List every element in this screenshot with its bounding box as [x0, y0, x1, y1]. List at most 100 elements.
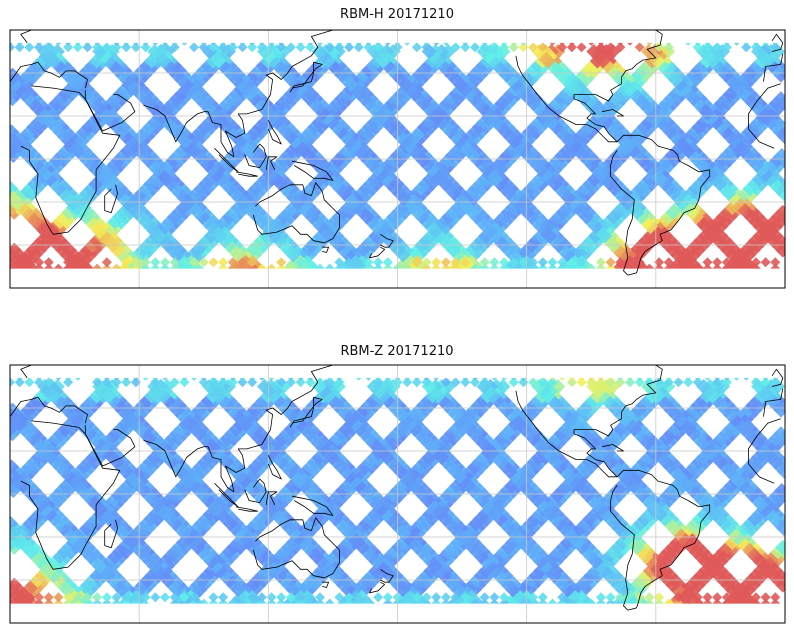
- swath-cell: [92, 42, 103, 53]
- swath-cell: [760, 42, 771, 53]
- swath-cell: [248, 516, 264, 532]
- swath-cell: [208, 42, 219, 53]
- swath-cell: [741, 257, 752, 268]
- swath-cell: [62, 81, 78, 97]
- swath-cell: [101, 257, 112, 268]
- swath-cell: [82, 42, 93, 53]
- swath-cell: [726, 133, 742, 149]
- swath-cell: [189, 42, 200, 53]
- swath-cell: [588, 563, 604, 579]
- swath-cell: [258, 563, 274, 579]
- swath-cell: [712, 42, 723, 53]
- swath-cell: [121, 42, 132, 53]
- swath-cell: [576, 257, 587, 268]
- coastline-java: [235, 171, 258, 177]
- swath-cell: [547, 257, 558, 268]
- swath-cell: [417, 454, 433, 470]
- swath-cell: [14, 257, 25, 268]
- coastline-europe: [20, 30, 784, 82]
- swath-cell: [654, 257, 665, 268]
- swath-cell: [669, 535, 685, 551]
- swath-cell: [470, 42, 480, 53]
- swath-cell: [356, 402, 372, 418]
- swath-cell: [227, 257, 238, 268]
- swath-cell: [230, 535, 246, 551]
- swath-cell: [395, 535, 411, 551]
- coastline-newGuinea: [291, 160, 334, 181]
- swath-cell: [518, 42, 529, 53]
- swath-cell: [557, 257, 568, 268]
- swath-cell: [636, 454, 652, 470]
- swath-cell: [444, 426, 460, 442]
- swath-cell: [605, 42, 616, 53]
- swath-cell: [295, 257, 306, 268]
- swath-cell: [421, 42, 432, 53]
- swath-cell: [353, 42, 364, 53]
- swath-cell: [576, 402, 592, 418]
- swath-cell: [140, 257, 151, 268]
- coastline-medEast: [10, 61, 88, 89]
- swath-cell: [471, 397, 487, 413]
- swath-cell: [508, 257, 519, 268]
- swath-cell: [702, 257, 713, 268]
- swath-cell: [450, 42, 461, 53]
- swath-cell: [175, 535, 191, 551]
- swath-cell: [256, 42, 267, 53]
- swath-cell: [605, 257, 616, 268]
- swath-cell: [198, 257, 209, 268]
- swath-cell: [775, 539, 785, 555]
- swath-cell: [731, 257, 742, 268]
- swath-cell: [633, 516, 649, 532]
- swath-cell: [138, 516, 154, 532]
- swath-cell: [353, 257, 364, 268]
- swath-cell: [295, 42, 306, 53]
- swath-cell: [179, 257, 190, 268]
- swath-cell: [108, 426, 124, 442]
- swath-cell: [498, 426, 514, 442]
- swath-cell: [89, 388, 105, 404]
- swath-cell: [741, 42, 752, 53]
- swath-cell: [721, 257, 732, 268]
- swath-cell: [361, 397, 377, 413]
- swath-cell: [224, 426, 240, 442]
- swath-cell: [566, 42, 577, 53]
- swath-cell: [227, 42, 238, 53]
- swath-cell: [43, 257, 54, 268]
- swath-cell: [183, 81, 199, 97]
- swath-cell: [566, 257, 577, 268]
- swath-cell: [111, 42, 122, 53]
- panel-title-bottom: RBM-Z 20171210: [340, 344, 454, 359]
- swath-cell: [760, 257, 771, 268]
- coastline-nz: [380, 233, 394, 248]
- swath-cell: [10, 257, 15, 268]
- swath-cell: [518, 257, 529, 268]
- swath-cell: [57, 544, 73, 560]
- swath-cell: [663, 257, 674, 268]
- swath-cell: [742, 516, 758, 532]
- swath-cell: [197, 454, 213, 470]
- swath-cell: [411, 402, 427, 418]
- swath-cell: [101, 42, 112, 53]
- swath-cell: [305, 42, 316, 53]
- swath-cell: [218, 257, 229, 268]
- swath-cell: [440, 257, 451, 268]
- coastline-northAmerica: [515, 30, 663, 143]
- swath-cell: [512, 81, 528, 97]
- swath-cell: [221, 544, 237, 560]
- coastline-australia: [252, 182, 340, 244]
- coastline-borneo: [244, 143, 267, 168]
- swath-cell: [368, 563, 384, 579]
- swath-cell: [347, 81, 363, 97]
- swath-cell: [196, 397, 212, 413]
- swath-cell: [169, 257, 180, 268]
- swath-cell: [567, 81, 583, 97]
- swath-cell: [34, 388, 50, 404]
- swath-cell: [671, 133, 687, 149]
- swath-cell: [595, 257, 606, 268]
- swath-cell: [72, 42, 83, 53]
- map-panel-rbm-z: [9, 364, 786, 624]
- coastline-sumatra: [214, 148, 239, 173]
- swath-cell: [124, 200, 140, 216]
- swath-cell: [122, 133, 138, 149]
- swath-cell: [189, 257, 200, 268]
